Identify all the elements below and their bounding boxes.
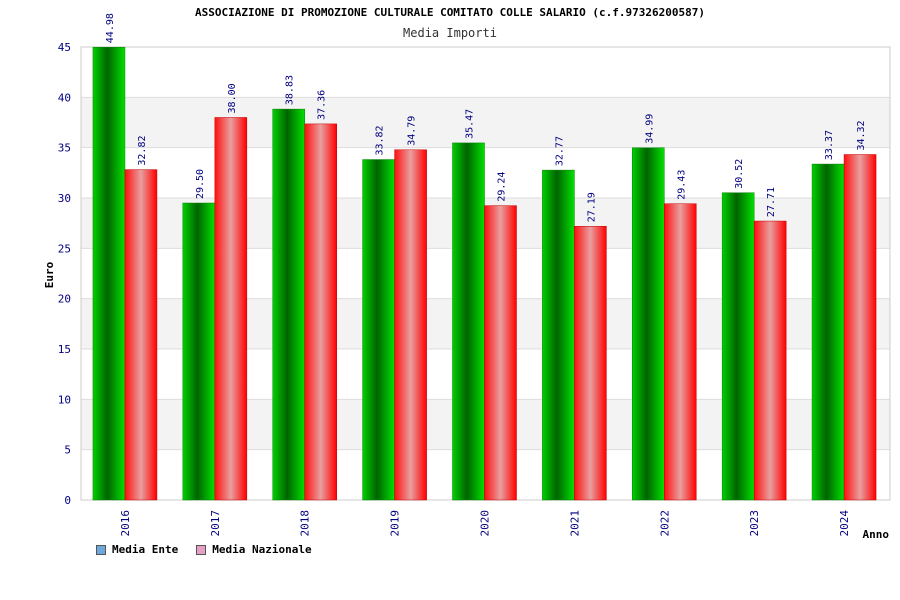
grid-band: [81, 97, 890, 148]
bar-media-nazionale-2019: [394, 149, 427, 501]
y-tick-label: 25: [58, 242, 71, 255]
bar-media-ente-2021: [542, 169, 575, 501]
legend: Media Ente Media Nazionale: [96, 543, 312, 556]
x-tick-label: 2017: [209, 510, 222, 537]
x-tick-label: 2024: [838, 510, 851, 537]
x-tick-label: 2023: [748, 510, 761, 537]
legend-item-media-nazionale: Media Nazionale: [196, 543, 312, 556]
y-tick-label: 5: [64, 444, 71, 457]
data-label: 27.19: [586, 192, 597, 222]
y-tick-label: 20: [58, 293, 71, 306]
y-tick-label: 45: [58, 41, 71, 54]
data-label: 32.77: [554, 136, 565, 166]
data-label: 37.36: [317, 90, 328, 120]
data-label: 32.82: [137, 136, 148, 166]
bar-media-nazionale-2017: [214, 117, 248, 501]
x-axis: 2016 2017 2018 2019 2020 2021 2022 2023 2024: [119, 510, 851, 537]
x-tick-label: 2021: [568, 510, 581, 537]
y-tick-label: 30: [58, 192, 71, 205]
x-tick-label: 2020: [479, 510, 492, 537]
data-label: 38.83: [285, 75, 296, 105]
data-label: 34.99: [644, 114, 655, 144]
bar-media-ente-2017: [182, 202, 216, 501]
bar-media-nazionale-2018: [304, 123, 337, 501]
legend-label-media-ente: Media Ente: [112, 543, 179, 556]
bar-media-ente-2023: [721, 192, 755, 501]
bar-media-nazionale-2022: [664, 203, 697, 501]
bar-media-nazionale-2020: [484, 205, 517, 501]
bar-media-ente-2022: [632, 147, 665, 501]
y-axis-label: Euro: [43, 261, 56, 288]
bars: 44.98 32.82 29.50 38.00 38.83 37.36 33.82 34.79…: [92, 13, 877, 501]
bar-media-ente-2018: [272, 108, 305, 501]
x-tick-label: 2019: [389, 510, 402, 537]
bar-media-ente-2016: [92, 46, 126, 501]
legend-item-media-ente: Media Ente: [96, 543, 178, 556]
data-label: 38.00: [227, 83, 238, 113]
bar-media-nazionale-2023: [753, 220, 787, 501]
data-label: 35.47: [465, 109, 476, 139]
bar-media-ente-2020: [452, 142, 485, 501]
y-tick-label: 0: [64, 494, 71, 507]
legend-swatch-media-nazionale: [196, 544, 207, 555]
data-label: 30.52: [734, 159, 745, 189]
legend-swatch-media-ente: [96, 544, 106, 555]
y-tick-label: 35: [58, 142, 71, 155]
data-label: 34.32: [856, 120, 867, 150]
y-tick-label: 15: [58, 343, 71, 356]
data-label: 29.43: [676, 170, 687, 200]
data-label: 29.24: [497, 172, 508, 202]
data-label: 29.50: [195, 169, 206, 199]
chart-subtitle: Media Importi: [403, 26, 497, 40]
x-tick-label: 2016: [119, 510, 132, 537]
x-axis-label: Anno: [863, 528, 890, 541]
bar-media-nazionale-2021: [574, 226, 607, 501]
y-axis: 0 5 10 15 20 25 30 35 40 45: [58, 41, 71, 507]
data-label: 27.71: [766, 187, 777, 217]
data-label: 44.98: [105, 13, 116, 43]
data-label: 34.79: [407, 116, 418, 146]
bar-media-ente-2019: [362, 159, 395, 501]
data-label: 33.37: [824, 130, 835, 160]
data-label: 33.82: [375, 125, 386, 155]
y-tick-label: 40: [58, 91, 71, 104]
legend-label-media-nazionale: Media Nazionale: [212, 543, 312, 556]
bar-media-ente-2024: [811, 163, 845, 501]
bar-media-nazionale-2016: [124, 169, 158, 501]
y-tick-label: 10: [58, 393, 71, 406]
bar-media-nazionale-2024: [843, 154, 877, 501]
x-tick-label: 2022: [658, 510, 671, 537]
chart-title: ASSOCIAZIONE DI PROMOZIONE CULTURALE COM…: [195, 6, 705, 19]
x-tick-label: 2018: [299, 510, 312, 537]
